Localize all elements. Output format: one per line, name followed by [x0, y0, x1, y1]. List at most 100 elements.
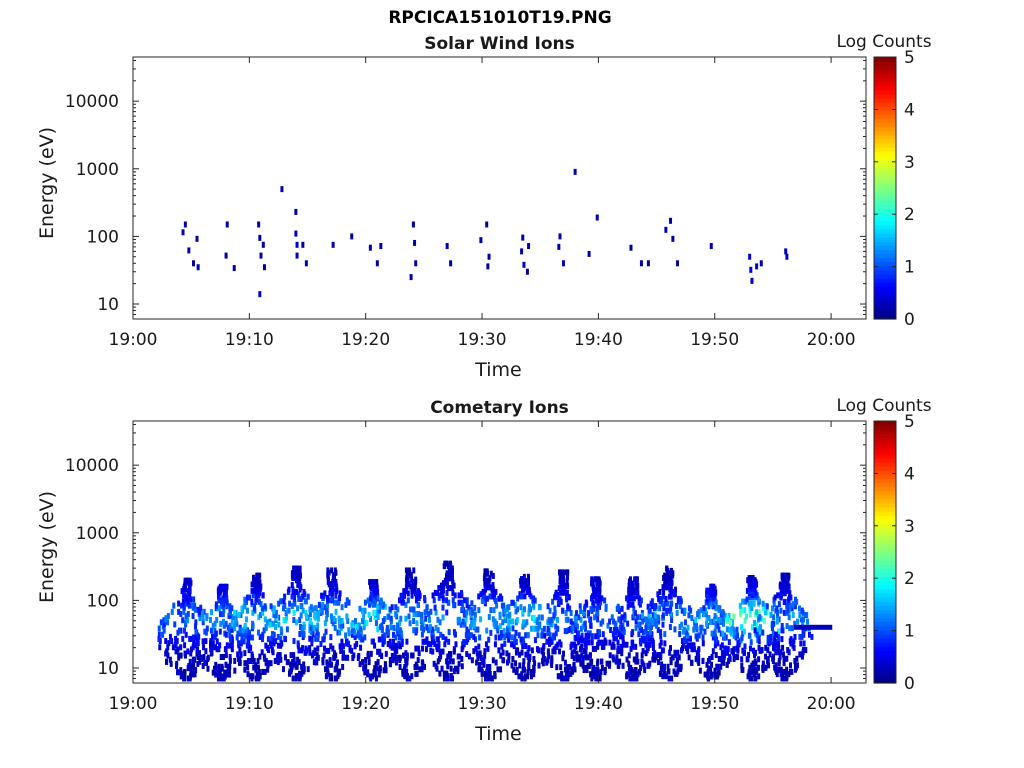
data-cell	[584, 664, 588, 671]
data-cell	[793, 603, 797, 610]
data-cell	[546, 657, 550, 664]
data-cell	[673, 626, 677, 633]
data-cell	[753, 658, 757, 665]
data-cell	[648, 641, 652, 648]
data-cell	[232, 622, 236, 629]
data-cell	[769, 612, 773, 619]
data-cell	[313, 613, 317, 620]
data-cell	[228, 671, 232, 678]
data-cell	[542, 625, 546, 632]
data-cell	[308, 618, 312, 625]
data-cell	[579, 616, 583, 623]
data-cell	[721, 630, 725, 637]
data-cell	[521, 666, 525, 673]
data-cell	[807, 631, 811, 638]
data-cell	[186, 610, 190, 617]
data-cell	[309, 624, 313, 631]
data-cell	[666, 600, 670, 607]
data-cell	[630, 673, 634, 680]
data-cell	[634, 618, 638, 625]
data-cell	[754, 675, 758, 682]
colorbar-segment	[874, 572, 896, 578]
data-cell	[282, 617, 286, 624]
data-cell	[392, 624, 396, 631]
data-cell	[627, 595, 631, 602]
data-cell	[405, 668, 409, 675]
data-cell	[527, 243, 531, 250]
data-cell	[507, 657, 511, 664]
data-cell	[191, 634, 195, 641]
data-cell	[653, 612, 657, 619]
colorbar-segment	[874, 511, 896, 516]
data-cell	[166, 644, 170, 651]
data-cell	[559, 582, 563, 589]
colorbar-segment	[874, 138, 896, 144]
data-cell	[591, 582, 595, 589]
data-cell	[289, 661, 293, 668]
data-cell	[353, 618, 357, 625]
data-cell	[246, 671, 250, 678]
data-cell	[749, 639, 753, 646]
data-cell	[529, 668, 533, 675]
data-cell	[747, 669, 751, 676]
data-cell	[686, 635, 690, 642]
data-cell	[252, 657, 256, 664]
data-cell	[501, 649, 505, 656]
data-cell	[483, 648, 487, 655]
data-cell	[570, 650, 574, 657]
data-cell	[188, 635, 192, 642]
data-cell	[730, 648, 734, 655]
data-cell	[756, 664, 760, 671]
data-cell	[238, 627, 242, 634]
data-cell	[421, 645, 425, 652]
data-cell	[248, 673, 252, 680]
data-cell	[399, 615, 403, 622]
data-cell	[573, 616, 577, 623]
data-cell	[283, 635, 287, 642]
data-cell	[299, 612, 303, 619]
data-cell	[755, 631, 759, 638]
data-cell	[489, 629, 493, 636]
data-cell	[288, 600, 292, 607]
data-cell	[562, 650, 566, 657]
data-cell	[561, 260, 565, 267]
data-cell	[196, 264, 200, 271]
data-cell	[753, 627, 757, 634]
data-cell	[205, 625, 209, 632]
data-cell	[635, 675, 639, 682]
data-cell	[515, 617, 519, 624]
data-cell	[437, 643, 441, 650]
data-cell	[594, 673, 598, 680]
y-tick-label: 10000	[65, 456, 119, 476]
data-cell	[720, 655, 724, 662]
data-cell	[570, 666, 574, 673]
data-cell	[441, 648, 445, 655]
data-cell	[168, 633, 172, 640]
colorbar-segment	[874, 556, 896, 561]
data-cell	[278, 652, 282, 659]
data-cell	[756, 596, 760, 603]
data-cell	[701, 657, 705, 664]
data-cell	[259, 601, 263, 608]
data-cell	[174, 648, 178, 655]
data-cell	[456, 653, 460, 660]
data-cell	[652, 616, 656, 623]
data-cell	[802, 616, 806, 623]
data-cell	[777, 644, 781, 651]
data-cell	[562, 675, 566, 682]
data-cell	[258, 572, 262, 579]
data-cell	[265, 644, 269, 651]
data-cell	[362, 613, 366, 620]
data-cell	[220, 583, 224, 590]
data-cell	[316, 645, 320, 652]
data-cell	[376, 626, 380, 633]
data-cell	[439, 592, 443, 599]
data-cell	[483, 572, 487, 579]
data-cell	[610, 614, 614, 621]
data-cell	[431, 638, 435, 645]
data-cell	[224, 669, 228, 676]
data-cell	[710, 671, 714, 678]
data-cell	[525, 619, 529, 626]
data-cell	[733, 654, 737, 661]
data-cell	[668, 574, 672, 581]
